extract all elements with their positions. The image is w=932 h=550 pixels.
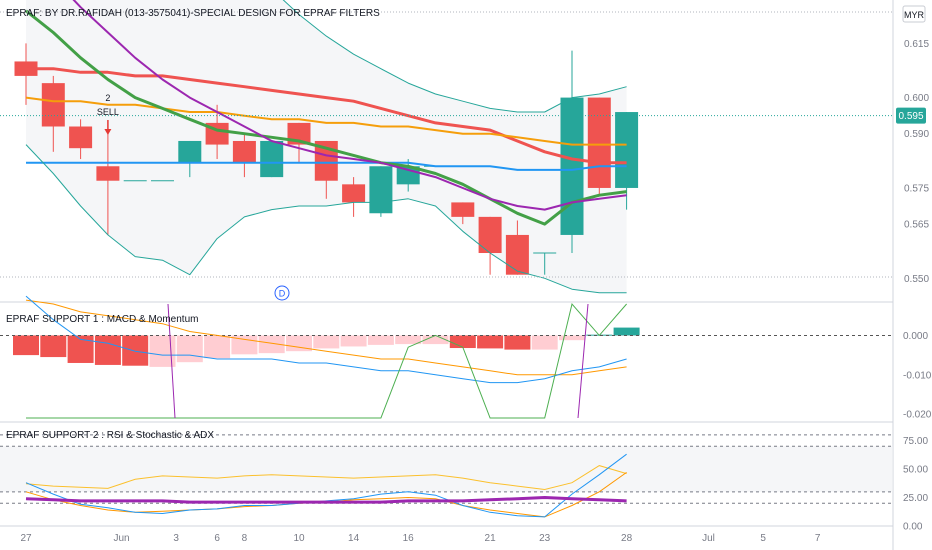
adx-line xyxy=(25,495,627,504)
macd-histogram-bar[interactable] xyxy=(340,335,367,347)
time-tick-label: 3 xyxy=(173,533,179,544)
candle-body[interactable] xyxy=(96,166,120,181)
price-tick-label: 0.615 xyxy=(904,39,929,50)
macd-histogram-bar[interactable] xyxy=(531,335,558,350)
overlay-line-bb-upper xyxy=(282,0,627,113)
candle-body[interactable] xyxy=(41,83,65,127)
candle-body[interactable] xyxy=(342,184,366,203)
candle-body[interactable] xyxy=(69,126,93,149)
macd-histogram-bar[interactable] xyxy=(422,335,449,345)
price-tick-label: 0.565 xyxy=(904,220,929,231)
macd-histogram-bar[interactable] xyxy=(367,335,394,345)
dividend-marker-letter: D xyxy=(279,289,286,299)
candle-body[interactable] xyxy=(478,216,502,254)
macd-histogram-bar[interactable] xyxy=(613,327,640,336)
rsi-tick-label: 75.00 xyxy=(903,436,928,447)
macd-histogram-bar[interactable] xyxy=(559,335,585,341)
rsi-line xyxy=(25,465,627,491)
candle-body[interactable] xyxy=(178,140,202,163)
macd-histogram-bar[interactable] xyxy=(449,335,476,349)
price-axis[interactable]: 0.6150.6000.5900.5750.5650.5500.5950.000… xyxy=(896,39,932,533)
candle-body[interactable] xyxy=(615,112,639,188)
macd-histogram-bar[interactable] xyxy=(67,335,94,363)
time-tick-label: 23 xyxy=(539,533,551,544)
overlay-line-ma-purple xyxy=(72,0,627,211)
macd-tick-label: -0.010 xyxy=(903,370,932,381)
time-tick-label: 16 xyxy=(403,533,415,544)
time-tick-label: Jun xyxy=(113,533,129,544)
rsi-tick-label: 25.00 xyxy=(903,493,928,504)
macd-histogram-bar[interactable] xyxy=(204,335,231,359)
candle-body[interactable] xyxy=(560,97,584,235)
main-chart-title: EPRAF: BY DR.RAFIDAH (013-3575041)-SPECI… xyxy=(6,8,380,19)
macd-histogram-bar[interactable] xyxy=(286,335,312,352)
candle-body[interactable] xyxy=(587,97,611,188)
rsi-pane[interactable] xyxy=(0,434,893,518)
time-tick-label: 8 xyxy=(242,533,248,544)
momentum-line xyxy=(26,302,627,419)
macd-histogram-bar[interactable] xyxy=(477,335,504,349)
time-tick-label: 28 xyxy=(621,533,633,544)
sell-arrow-head xyxy=(104,129,112,135)
macd-histogram-bar[interactable] xyxy=(40,335,67,358)
currency-label: MYR xyxy=(904,10,925,20)
dividend-marker[interactable] xyxy=(274,285,290,301)
rsi-range-fill xyxy=(0,446,893,492)
time-tick-label: 27 xyxy=(20,533,32,544)
time-tick-label: 5 xyxy=(760,533,766,544)
last-price-badge[interactable] xyxy=(896,107,926,124)
price-pane[interactable]: 2 SELL xyxy=(0,0,893,294)
macd-pane[interactable] xyxy=(0,295,893,419)
macd-histogram-bar[interactable] xyxy=(176,335,203,363)
rsi-pane-title: EPRAF SUPPORT 2 : RSI & Stochastic & ADX xyxy=(6,430,214,441)
candle-body[interactable] xyxy=(451,202,475,217)
macd-histogram-bar[interactable] xyxy=(395,335,422,345)
candle-body[interactable] xyxy=(260,140,284,178)
indicator-spike xyxy=(577,303,589,419)
overlay-line-bb-lower xyxy=(25,144,627,294)
sell-signal-label: SELL xyxy=(97,107,119,117)
time-tick-label: 14 xyxy=(348,533,360,544)
sell-count-label: 2 xyxy=(105,93,110,103)
time-axis[interactable]: 27 Jun 3 6 8 10 14 16 21 23 28 Jul 5 7 xyxy=(20,533,820,544)
overlay-line-ma-orange xyxy=(25,96,627,146)
macd-histogram-bar[interactable] xyxy=(122,335,149,366)
overlay-line-ma-green xyxy=(25,9,627,226)
macd-pane-title: EPRAF SUPPORT 1 : MACD & Momentum xyxy=(6,314,198,325)
price-tick-label: 0.590 xyxy=(904,129,929,140)
macd-tick-label: 0.000 xyxy=(903,331,928,342)
macd-histogram-bar[interactable] xyxy=(313,335,340,349)
rsi-tick-label: 0.00 xyxy=(903,522,923,533)
currency-box[interactable] xyxy=(902,5,926,23)
price-tick-label: 0.550 xyxy=(904,274,929,285)
rsi-tick-label: 50.00 xyxy=(903,465,928,476)
time-tick-label: Jul xyxy=(702,533,715,544)
time-tick-label: 7 xyxy=(815,533,821,544)
macd-histogram-bar[interactable] xyxy=(94,335,121,365)
macd-line xyxy=(25,295,627,384)
time-tick-label: 21 xyxy=(485,533,497,544)
macd-histogram-bar[interactable] xyxy=(504,335,531,350)
time-tick-label: 6 xyxy=(214,533,220,544)
time-tick-label: 10 xyxy=(293,533,305,544)
overlay-line-ma-blue xyxy=(26,161,627,171)
candle-body[interactable] xyxy=(232,140,256,163)
price-tick-label: 0.575 xyxy=(904,183,929,194)
macd-tick-label: -0.020 xyxy=(903,410,932,421)
candle-body[interactable] xyxy=(369,166,393,214)
macd-histogram-bar[interactable] xyxy=(13,335,39,356)
macd-signal-line xyxy=(25,299,627,376)
indicator-spike xyxy=(167,303,176,419)
last-price-label: 0.595 xyxy=(898,111,923,122)
overlay-line-ma-red xyxy=(26,67,627,165)
candle-body[interactable] xyxy=(505,234,529,275)
price-tick-label: 0.600 xyxy=(904,93,929,104)
macd-histogram-bar[interactable] xyxy=(258,335,285,354)
